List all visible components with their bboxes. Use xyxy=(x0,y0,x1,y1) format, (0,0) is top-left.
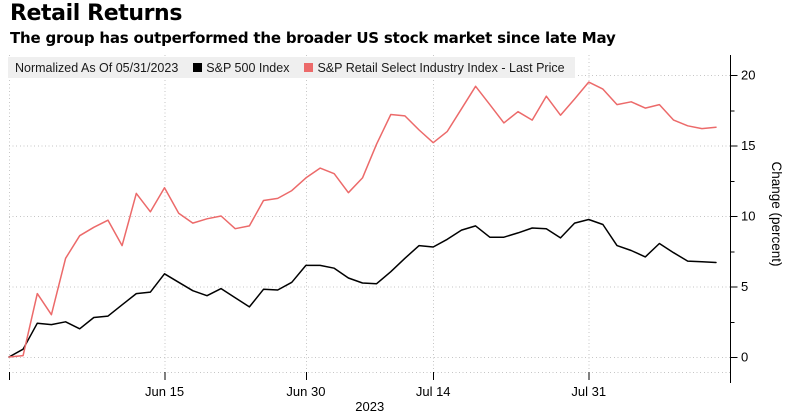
x-tick-label-Jun-15: Jun 15 xyxy=(145,384,184,399)
y-axis-title: Change (percent) xyxy=(769,161,784,266)
retail-series-swatch-icon xyxy=(304,63,314,72)
x-tick-label-Jul-31: Jul 31 xyxy=(571,384,606,399)
y-tick-label-10: 10 xyxy=(741,209,755,224)
x-axis-year-label: 2023 xyxy=(355,399,384,414)
y-tick-label-5: 5 xyxy=(741,279,748,294)
legend-item-retail: S&P Retail Select Industry Index - Last … xyxy=(304,60,565,75)
chart-legend: Normalized As Of 05/31/2023 S&P 500 Inde… xyxy=(8,57,575,78)
series-line-sp500 xyxy=(8,218,717,358)
y-tick-label-20: 20 xyxy=(741,68,755,83)
y-tick-label-15: 15 xyxy=(741,138,755,153)
y-tick-label-0: 0 xyxy=(741,350,748,365)
sp500-series-swatch-icon xyxy=(193,63,203,72)
x-tick-label-Jun-30: Jun 30 xyxy=(286,384,325,399)
legend-note: Normalized As Of 05/31/2023 xyxy=(15,60,179,75)
legend-item-sp500: S&P 500 Index xyxy=(193,61,289,75)
series-line-retail xyxy=(8,81,717,358)
legend-item-retail-label: S&P Retail Select Industry Index - Last … xyxy=(317,60,565,75)
chart-subtitle: The group has outperformed the broader U… xyxy=(10,29,616,47)
x-tick-label-Jul-14: Jul 14 xyxy=(416,384,451,399)
page-title: Retail Returns xyxy=(10,1,183,26)
legend-item-sp500-label: S&P 500 Index xyxy=(206,60,290,75)
